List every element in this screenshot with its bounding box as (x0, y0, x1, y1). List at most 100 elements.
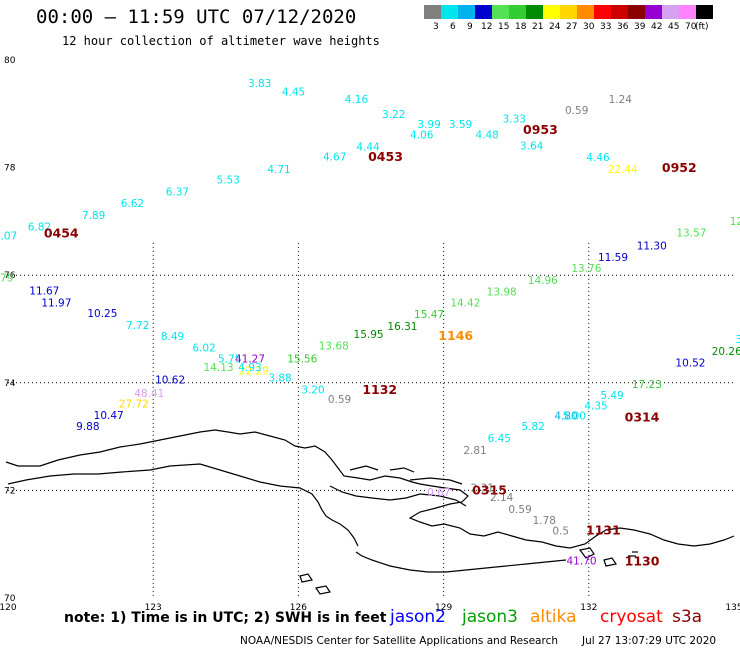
color-scale-label: 30 (583, 22, 595, 32)
wave-height-value: 6.82 (28, 222, 51, 234)
wave-height-value: 13.57 (676, 227, 706, 239)
pass-time-label: 0952 (662, 160, 697, 175)
wave-height-value: 22.44 (608, 164, 638, 176)
pass-time-label: 0453 (368, 149, 403, 164)
wave-height-value: 4.06 (410, 130, 434, 142)
wave-height-value: 1.24 (609, 94, 633, 106)
color-swatch (679, 5, 696, 19)
pass-time-label: 0953 (523, 122, 558, 137)
island-small-2 (603, 557, 617, 567)
color-swatch (526, 5, 543, 19)
color-swatch (509, 5, 526, 19)
credit-line: NOAA/NESDIS Center for Satellite Applica… (240, 635, 558, 647)
wave-height-value: 13.76 (571, 263, 601, 275)
coastline-south (355, 551, 567, 573)
page-title: 00:00 – 11:59 UTC 07/12/2020 (36, 6, 357, 28)
color-swatch (441, 5, 458, 19)
wave-height-value: 0.59 (508, 504, 531, 516)
color-scale-label: 15 (498, 22, 510, 32)
color-scale-label: 70 (685, 22, 697, 32)
longitude-tick-label: 129 (435, 603, 452, 613)
mission-jason2: jason2 (390, 607, 446, 627)
coastline-islands (349, 465, 463, 485)
graticule (8, 242, 734, 598)
color-swatch (628, 5, 645, 19)
wave-height-value: 3 (735, 334, 740, 346)
wave-height-value: 3.33 (503, 113, 526, 125)
wave-height-value: 4.35 (584, 401, 607, 413)
color-swatch (458, 5, 475, 19)
latitude-tick-label: 78 (4, 164, 16, 174)
wave-height-value: 9.88 (76, 421, 99, 433)
wave-height-value: 3.64 (520, 140, 544, 152)
color-scale-label: 18 (515, 22, 527, 32)
wave-height-value: 10.47 (94, 410, 124, 422)
wave-height-value: 10.25 (87, 308, 117, 320)
wave-height-value: 17.23 (632, 379, 662, 391)
wave-height-value: 41.27 (235, 353, 265, 365)
color-scale-label: (ft) (695, 22, 709, 32)
wave-height-value: 4.48 (475, 130, 498, 142)
page-subtitle: 12 hour collection of altimeter wave hei… (62, 34, 380, 48)
color-swatch (611, 5, 628, 19)
wave-height-value: 7.72 (126, 320, 149, 332)
color-scale-label: 21 (532, 22, 544, 32)
color-swatch (577, 5, 594, 19)
wave-height-value: 2.81 (463, 445, 486, 457)
wave-height-value: 8.49 (161, 331, 184, 343)
latitude-tick-label: 74 (4, 379, 16, 389)
mission-s3a: s3a (672, 607, 703, 627)
pass-time-label: 1131 (586, 523, 621, 538)
color-scale-label: 9 (467, 22, 473, 32)
coastline-inner (7, 469, 151, 485)
island-small-3 (299, 573, 313, 583)
wave-height-value: 15.95 (354, 329, 384, 341)
longitude-tick-label: 126 (290, 603, 307, 613)
latitude-tick-label: 76 (4, 271, 16, 281)
color-swatch (662, 5, 679, 19)
color-scale-label: 42 (651, 22, 663, 32)
color-scale-labels: 3 6 9 12 15 18 21 24 27 30 33 36 39 42 45 70 (ft) (424, 22, 740, 34)
color-swatch (543, 5, 560, 19)
wave-height-value: 4.45 (282, 87, 305, 99)
wave-height-value: 15.47 (414, 309, 444, 321)
wave-height-value: 2.31 (471, 482, 494, 494)
wave-height-value: 13.98 (487, 287, 517, 299)
wave-height-value: 12 (730, 216, 740, 228)
color-scale-legend (424, 5, 713, 19)
wave-height-value: 3.99 (417, 119, 440, 131)
wave-height-value: 0.67 (427, 487, 450, 499)
wave-height-value: 3.88 (268, 373, 291, 385)
wave-height-value: 7.07 (0, 231, 17, 243)
wave-height-value: 5.49 (600, 390, 623, 402)
color-scale-label: 6 (450, 22, 456, 32)
wave-height-value: 41.70 (567, 556, 597, 568)
wave-height-value: 15.56 (287, 353, 317, 365)
wave-height-value: 4.80 (554, 410, 577, 422)
wave-height-value: 10.62 (155, 374, 185, 386)
wave-height-value: 3.59 (449, 119, 472, 131)
wave-height-value: 48.41 (134, 388, 164, 400)
coastline-inlet (149, 463, 359, 547)
mission-jason3: jason3 (462, 607, 518, 627)
footnote: note: 1) Time is in UTC; 2) SWH is in fe… (64, 610, 387, 626)
wave-height-value: 5.00 (563, 410, 586, 422)
pass-time-label: 1130 (625, 554, 660, 569)
wave-height-value: 0.5 (552, 526, 569, 538)
pass-time-label: 1146 (438, 328, 473, 343)
wave-height-value: 4.71 (267, 164, 290, 176)
color-swatch (560, 5, 577, 19)
longitude-tick-label: 132 (580, 603, 597, 613)
mission-cryosat: cryosat (600, 607, 663, 627)
color-swatch (424, 5, 441, 19)
color-scale-label: 27 (566, 22, 578, 32)
wave-height-value: 5.53 (217, 175, 240, 187)
color-scale-label: 12 (481, 22, 493, 32)
wave-height-value: 4.16 (345, 94, 369, 106)
pass-time-label: 0315 (472, 483, 507, 498)
wave-height-value: 3.83 (248, 78, 271, 90)
wave-height-value: 11.97 (41, 297, 71, 309)
wave-height-value: 6.62 (121, 198, 144, 210)
wave-height-value: 0.59 (565, 105, 588, 117)
wave-height-value: 6.37 (166, 187, 189, 199)
